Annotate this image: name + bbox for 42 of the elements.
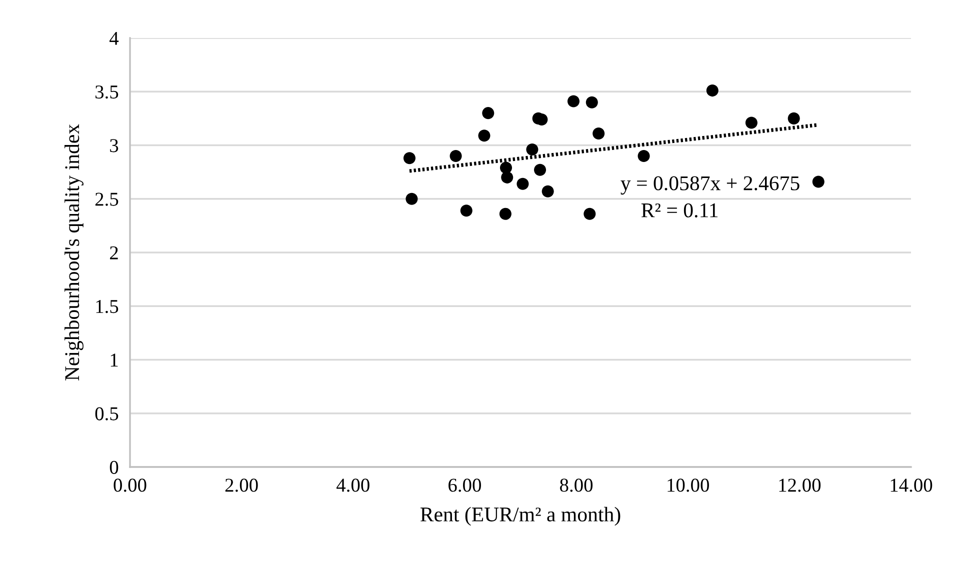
x-tick-label: 2.00	[225, 478, 258, 492]
point	[516, 178, 529, 190]
y-tick-label: 0	[110, 460, 118, 474]
point	[638, 150, 650, 162]
point	[403, 152, 416, 164]
y-tick-label: 2.5	[95, 192, 118, 206]
y-axis-title: Neighbourhood's quality index	[64, 124, 84, 380]
x-tick-label: 6.00	[448, 478, 481, 492]
point	[745, 116, 758, 129]
point	[584, 208, 596, 220]
x-axis-title: Rent (EUR/m² a month)	[420, 506, 620, 526]
point	[542, 185, 554, 198]
y-tick-label: 3.5	[96, 85, 118, 99]
point	[450, 150, 462, 162]
x-tick-label: 12.00	[779, 478, 821, 492]
x-tick-label: 4.00	[336, 478, 370, 492]
point	[788, 112, 800, 124]
point	[499, 208, 512, 220]
annotation: y = 0.0587x + 2.4675	[620, 176, 800, 195]
x-tick-label: 0.00	[114, 478, 146, 492]
point	[706, 84, 718, 97]
x-tick-label: 14.00	[890, 478, 932, 492]
point	[406, 192, 418, 205]
x-tick-label: 8.00	[560, 478, 593, 492]
point	[812, 176, 824, 188]
point	[586, 96, 598, 108]
y-tick-label: 4	[110, 32, 119, 45]
point	[592, 127, 605, 140]
point	[501, 171, 514, 184]
point	[482, 107, 494, 120]
point	[460, 204, 472, 217]
annotation: R² = 0.11	[641, 203, 718, 218]
point	[567, 95, 580, 108]
point	[534, 164, 546, 176]
y-tick-label: 3	[110, 139, 118, 152]
point	[526, 144, 538, 156]
y-tick-label: 0.5	[95, 407, 118, 420]
x-tick-label: 10.00	[668, 478, 709, 492]
point	[478, 130, 490, 142]
y-tick-label: 1	[110, 354, 118, 366]
y-tick-label: 1.5	[96, 300, 118, 314]
y-tick-label: 2	[110, 246, 118, 260]
